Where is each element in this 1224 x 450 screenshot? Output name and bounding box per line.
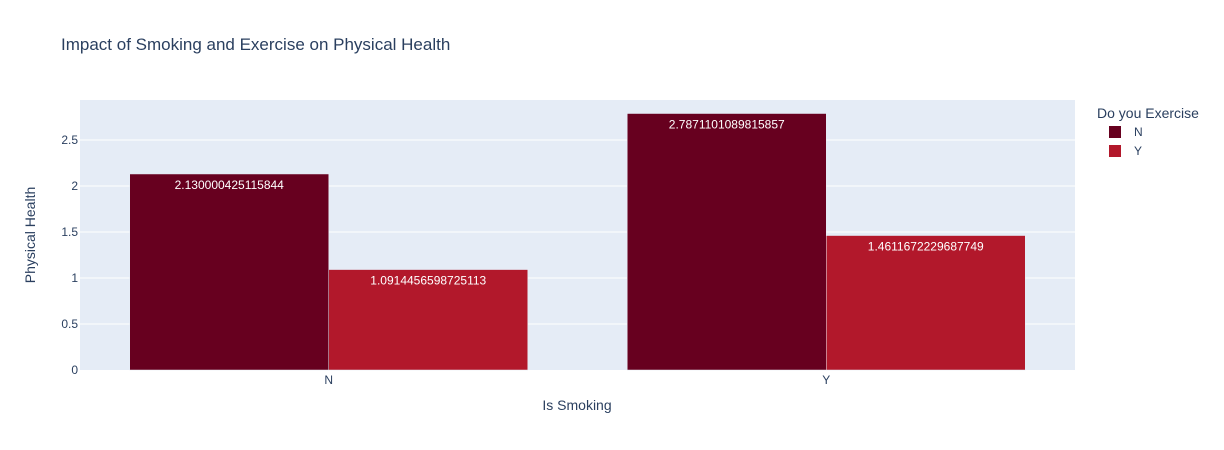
legend-label: N: [1134, 125, 1143, 139]
bar: [826, 235, 1026, 371]
y-tick-label: 2: [71, 179, 78, 193]
y-tick-label: 0: [71, 363, 78, 377]
y-tick-labels: 0 0.5 1 1.5 2 2.5: [61, 133, 78, 377]
bar: [328, 269, 528, 371]
bar: [129, 173, 329, 371]
y-tick-label: 1: [71, 271, 78, 285]
x-axis-title: Is Smoking: [542, 397, 611, 413]
legend-swatch: [1109, 145, 1121, 157]
legend-label: Y: [1134, 144, 1142, 158]
y-tick-label: 0.5: [61, 317, 78, 331]
bar-value-label: 1.0914456598725113: [370, 274, 486, 288]
bars: [129, 113, 1026, 371]
chart-title: Impact of Smoking and Exercise on Physic…: [61, 35, 450, 54]
y-axis-title: Physical Health: [22, 187, 38, 284]
bar-value-label: 2.130000425115844: [175, 178, 285, 192]
legend: Do you Exercise NY: [1097, 105, 1199, 158]
x-tick-label: Y: [822, 373, 830, 387]
bar-data-labels: 2.130000425115844 1.0914456598725113 2.787…: [175, 118, 984, 288]
legend-swatch: [1109, 126, 1121, 138]
legend-title: Do you Exercise: [1097, 105, 1199, 121]
y-tick-label: 2.5: [61, 133, 78, 147]
y-tick-label: 1.5: [61, 225, 78, 239]
bar: [627, 113, 827, 371]
bar-value-label: 2.7871101089815857: [669, 118, 785, 132]
x-tick-label: N: [324, 373, 333, 387]
bar-value-label: 1.4611672229687749: [868, 240, 984, 254]
